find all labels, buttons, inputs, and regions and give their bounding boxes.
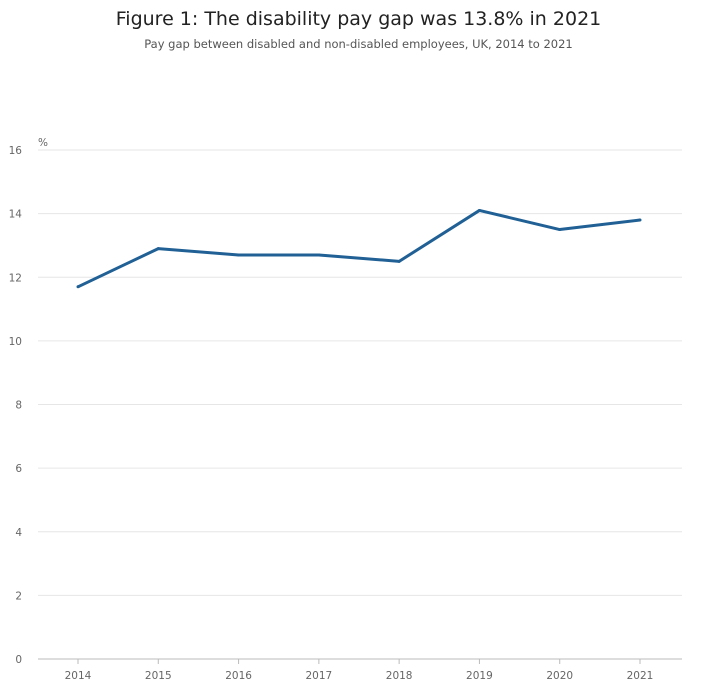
y-tick-label: 4 (15, 527, 22, 539)
data-point-2015[interactable] (156, 247, 160, 251)
series-line (77, 208, 641, 289)
data-point-2020[interactable] (558, 228, 562, 232)
data-point-2016[interactable] (237, 253, 241, 257)
x-tick-label: 2016 (225, 670, 252, 682)
y-tick-label: 2 (15, 590, 22, 602)
data-point-2021[interactable] (638, 218, 642, 222)
data-point-2018[interactable] (397, 259, 401, 263)
y-tick-label: 6 (15, 463, 22, 475)
y-axis-label: % (38, 137, 48, 149)
x-tick-label: 2015 (145, 670, 172, 682)
x-tick-label: 2014 (65, 670, 92, 682)
data-point-2014[interactable] (76, 285, 80, 289)
y-tick-label: 16 (9, 145, 23, 157)
y-tick-label: 0 (15, 654, 22, 666)
y-tick-label: 12 (9, 272, 22, 284)
x-tick-label: 2017 (305, 670, 332, 682)
chart-subtitle: Pay gap between disabled and non-disable… (144, 37, 573, 51)
chart-title: Figure 1: The disability pay gap was 13.… (115, 8, 602, 30)
data-point-2019[interactable] (477, 208, 481, 212)
data-point-2017[interactable] (317, 253, 321, 257)
y-tick-label: 14 (9, 209, 23, 221)
y-tick-label: 8 (15, 400, 22, 412)
y-tick-label: 10 (9, 336, 22, 348)
x-tick-label: 2019 (466, 670, 493, 682)
x-tick-label: 2020 (546, 670, 573, 682)
x-tick-label: 2021 (627, 670, 654, 682)
x-tick-label: 2018 (386, 670, 413, 682)
